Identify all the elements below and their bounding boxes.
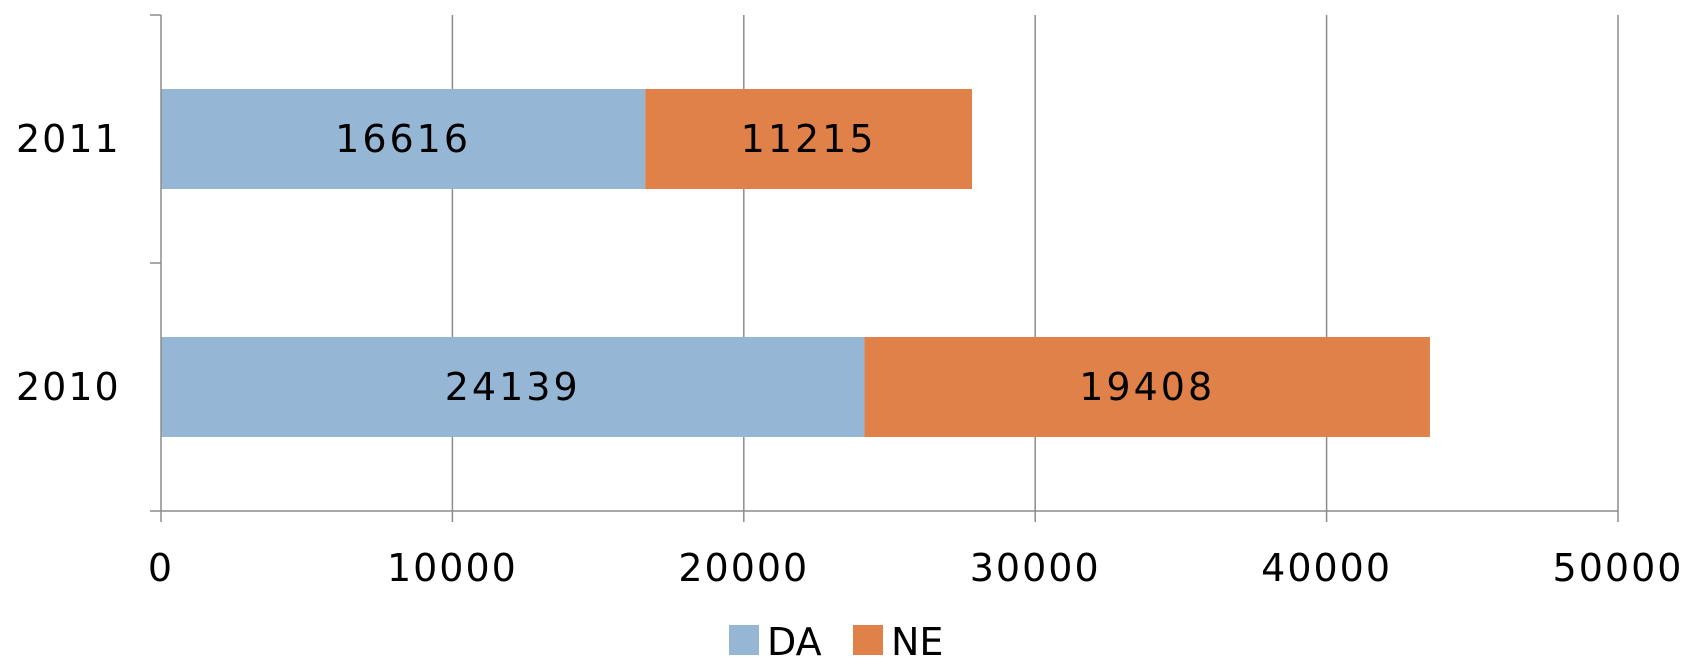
legend-label-ne: NE xyxy=(891,620,943,657)
y-category-label-2011: 2011 xyxy=(16,117,121,161)
bar-da-2010 xyxy=(161,337,865,437)
bar-da-2011 xyxy=(161,89,646,189)
legend-swatch-ne xyxy=(853,625,883,655)
data-label-ne-2011: 11215 xyxy=(741,117,877,161)
data-label-da-2010: 24139 xyxy=(445,365,581,409)
legend: DA NE xyxy=(729,620,943,657)
x-tick-label-50000: 50000 xyxy=(1553,546,1684,590)
bar-ne-2010 xyxy=(864,337,1430,437)
data-labels: 16616 11215 24139 19408 xyxy=(335,117,1215,409)
x-tick-label-40000: 40000 xyxy=(1261,546,1392,590)
x-tick-label-0: 0 xyxy=(148,546,174,590)
legend-label-da: DA xyxy=(767,620,822,657)
bars xyxy=(161,89,1430,437)
x-tick-label-20000: 20000 xyxy=(678,546,809,590)
bar-ne-2011 xyxy=(645,89,972,189)
y-category-label-2010: 2010 xyxy=(16,365,121,409)
axes: 0 10000 20000 30000 40000 50000 2011 2010 xyxy=(16,14,1684,590)
x-tick-label-10000: 10000 xyxy=(387,546,518,590)
x-tick-label-30000: 30000 xyxy=(970,546,1101,590)
legend-swatch-da xyxy=(729,625,759,655)
data-label-ne-2010: 19408 xyxy=(1079,365,1215,409)
data-label-da-2011: 16616 xyxy=(335,117,471,161)
